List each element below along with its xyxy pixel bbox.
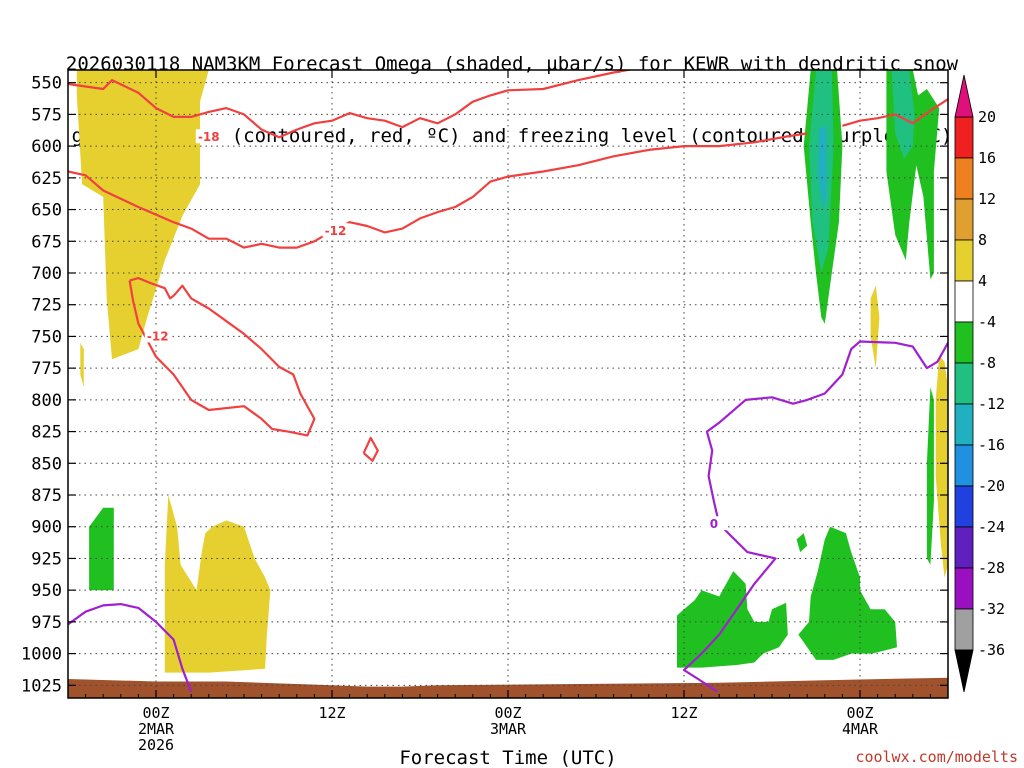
contour-label-bg-3	[144, 328, 171, 343]
contour-label-layer: -18 -12 -12 0	[144, 129, 727, 531]
grid-layer	[68, 70, 948, 698]
x-tick-label-3-0: 12Z	[670, 704, 697, 722]
y-tick-label-16: 950	[31, 581, 62, 601]
colorbar-swatch-9	[954, 485, 974, 528]
y-tick-label-2: 600	[31, 137, 62, 157]
y-tick-label-7: 725	[31, 296, 62, 316]
y-tick-label-0: 550	[31, 74, 62, 94]
contour-label-2: -12	[325, 224, 347, 238]
contour-label-3: -12	[147, 329, 169, 343]
y-tick-label-18: 1000	[21, 645, 62, 665]
colorbar-label-9: -20	[978, 477, 1005, 495]
contour-label-0: -18	[198, 130, 220, 144]
colorbar-label-13: -36	[978, 641, 1005, 659]
y-tick-label-10: 800	[31, 391, 62, 411]
terrain-layer	[68, 677, 948, 698]
omega-region-3	[935, 355, 948, 578]
colorbar-swatch-11	[954, 567, 974, 610]
omega-region-13	[891, 70, 915, 159]
colorbar-swatch-5	[954, 321, 974, 364]
x-tick-label-2-0: 00Z	[494, 704, 521, 722]
y-tick-label-12: 850	[31, 454, 62, 474]
colorbar-top-arrow	[954, 74, 974, 118]
y-tick-label-1: 575	[31, 105, 62, 125]
x-tick-label-0-0: 00Z	[142, 704, 169, 722]
terrain-fill	[68, 677, 948, 698]
colorbar-label-1: 16	[978, 149, 996, 167]
credit-text: coolwx.com/modelts	[855, 748, 1018, 766]
colorbar-label-6: -8	[978, 354, 996, 372]
colorbar-swatch-10	[954, 526, 974, 569]
contour-line-0	[68, 70, 634, 139]
omega-region-9	[798, 526, 897, 660]
contour-label-bg-5	[700, 516, 727, 531]
colorbar-label-0: 20	[978, 108, 996, 126]
omega-region-5	[89, 507, 114, 591]
y-axis: 550 575 600 625 650 675 700 725 750 775 800 825 850 8…	[21, 74, 948, 696]
contour-line-6	[682, 340, 948, 693]
chart-title-line2: growth region (contoured, red, ºC) and f…	[71, 125, 953, 147]
x-tick-label-0-2: 2026	[138, 736, 174, 754]
omega-region-2	[164, 495, 271, 673]
x-tick-label-4-1: 4MAR	[842, 720, 879, 738]
y-tick-label-11: 825	[31, 423, 62, 443]
colorbar-swatch-12	[954, 608, 974, 651]
colorbar-label-8: -16	[978, 436, 1005, 454]
colorbar-label-10: -24	[978, 518, 1005, 536]
y-tick-label-9: 775	[31, 359, 62, 379]
colorbar-label-2: 12	[978, 190, 996, 208]
contour-label-bg-0	[195, 129, 222, 144]
y-tick-label-13: 875	[31, 486, 62, 506]
omega-region-14	[817, 127, 827, 210]
omega-region-1	[80, 342, 84, 388]
omega-region-4	[870, 285, 880, 369]
omega-region-11	[926, 387, 934, 565]
y-tick-label-19: 1025	[21, 676, 62, 696]
colorbar-label-7: -12	[978, 395, 1005, 413]
omega-region-10	[796, 533, 808, 553]
colorbar-bottom-arrow	[954, 649, 974, 693]
contour-layer	[68, 70, 948, 693]
y-tick-label-3: 625	[31, 169, 62, 189]
x-tick-label-4-0: 00Z	[846, 704, 873, 722]
colorbar-label-3: 8	[978, 231, 987, 249]
colorbar-swatch-2	[954, 198, 974, 241]
omega-region-0	[76, 70, 209, 360]
colorbar-swatch-1	[954, 157, 974, 200]
y-tick-label-17: 975	[31, 613, 62, 633]
y-tick-label-14: 900	[31, 518, 62, 538]
colorbar-swatch-4	[954, 280, 974, 323]
contour-line-3	[128, 277, 316, 437]
y-tick-label-8: 750	[31, 327, 62, 347]
omega-shading-layer	[76, 70, 948, 673]
x-tick-label-1-0: 12Z	[318, 704, 345, 722]
x-tick-label-2-1: 3MAR	[490, 720, 527, 738]
x-axis-title: Forecast Time (UTC)	[399, 747, 616, 768]
omega-region-8	[677, 571, 788, 668]
colorbar-swatch-0	[954, 116, 974, 159]
contour-line-1	[842, 98, 948, 127]
colorbar: 20 16 12 8 4 -4 -8 -12 -16 -20 -24 -28 -32 -36	[954, 74, 1005, 693]
colorbar-label-5: -4	[978, 313, 996, 331]
colorbar-swatch-3	[954, 239, 974, 282]
colorbar-label-12: -32	[978, 600, 1005, 618]
colorbar-label-4: 4	[978, 272, 987, 290]
x-tick-label-0-1: 2MAR	[138, 720, 175, 738]
contour-line-4	[362, 436, 379, 462]
colorbar-swatch-6	[954, 362, 974, 405]
contour-label-5: 0	[710, 517, 718, 531]
colorbar-swatch-8	[954, 444, 974, 487]
y-tick-label-15: 925	[31, 549, 62, 569]
colorbar-label-11: -28	[978, 559, 1005, 577]
colorbar-swatch-7	[954, 403, 974, 446]
y-tick-label-6: 700	[31, 264, 62, 284]
contour-line-2	[68, 132, 808, 249]
contour-label-bg-2	[322, 223, 349, 238]
contour-line-5	[68, 602, 193, 693]
y-tick-label-5: 675	[31, 232, 62, 252]
y-tick-label-4: 650	[31, 201, 62, 221]
